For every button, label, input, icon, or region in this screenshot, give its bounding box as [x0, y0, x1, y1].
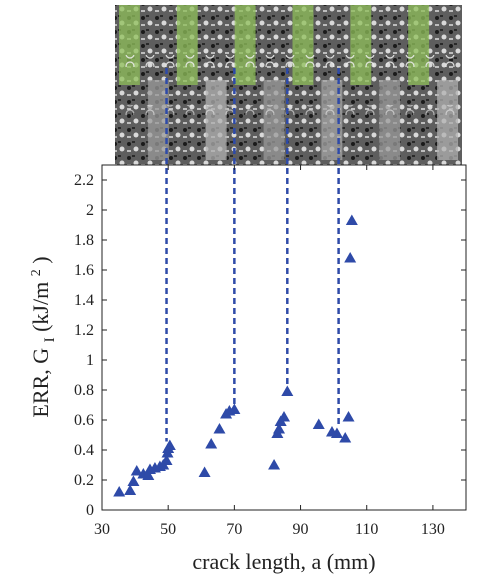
x-tick-label: 50 [160, 521, 176, 538]
y-axis-title-suffix: ) [28, 256, 53, 263]
y-tick-label: 2 [86, 202, 94, 219]
y-tick-label: 1.8 [74, 232, 94, 249]
data-point [330, 427, 343, 438]
data-point [228, 403, 241, 414]
x-axis-ticks: 30 50 70 90 110 130 [94, 165, 445, 538]
photo-strip [321, 80, 343, 160]
y-tick-label: 0.4 [74, 442, 94, 459]
y-tick-label: 1 [86, 352, 94, 369]
y-axis-title-prefix: ERR, G [28, 348, 53, 418]
x-tick-label: 110 [355, 521, 378, 538]
data-point [163, 439, 176, 450]
data-markers [113, 214, 358, 497]
data-point [312, 418, 325, 429]
y-axis-ticks: 0 0.2 0.4 0.6 0.8 1 1.2 1.4 1.6 1.8 2 2.2 [74, 172, 466, 519]
data-point [342, 411, 355, 422]
y-tick-label: 2.2 [74, 172, 94, 189]
guide-lines [165, 68, 340, 442]
x-axis-title: crack length, a (mm) [192, 549, 375, 574]
photo-strip [205, 80, 227, 160]
y-tick-label: 1.6 [74, 262, 94, 279]
data-point [213, 423, 226, 434]
data-point [273, 423, 286, 434]
photo-strip [263, 80, 285, 160]
data-point [339, 432, 352, 443]
y-axis-title: ERR, G I (kJ/m 2 ) [20, 256, 59, 417]
data-point [160, 454, 173, 465]
data-point [268, 459, 281, 470]
data-point [278, 411, 290, 422]
data-point [130, 465, 143, 476]
data-point [127, 475, 140, 486]
photo-strip [437, 80, 458, 160]
data-point [113, 486, 126, 497]
x-tick-label: 30 [94, 521, 110, 538]
y-tick-label: 0.2 [74, 472, 94, 489]
data-point [345, 214, 358, 225]
data-point [344, 252, 357, 263]
photo-strip [379, 80, 401, 160]
x-tick-label: 90 [293, 521, 309, 538]
data-point [142, 469, 155, 480]
data-point [198, 466, 211, 477]
y-tick-label: 1.2 [74, 322, 94, 339]
y-axis-title-unit: (kJ/m [28, 282, 53, 332]
y-tick-label: 0.6 [74, 412, 94, 429]
photo-strip [147, 80, 169, 160]
y-axis-title-superscript: 2 [29, 269, 44, 276]
y-axis-title-subscript: I [42, 337, 58, 342]
x-tick-label: 70 [226, 521, 242, 538]
y-tick-label: 0 [86, 502, 94, 519]
data-point [281, 385, 294, 396]
data-point [124, 484, 137, 495]
y-tick-label: 1.4 [74, 292, 94, 309]
plot-frame [101, 164, 467, 511]
data-point [205, 438, 218, 449]
photo-fiber-loops [115, 55, 462, 67]
x-tick-label: 130 [421, 521, 445, 538]
y-tick-label: 0.8 [74, 382, 94, 399]
